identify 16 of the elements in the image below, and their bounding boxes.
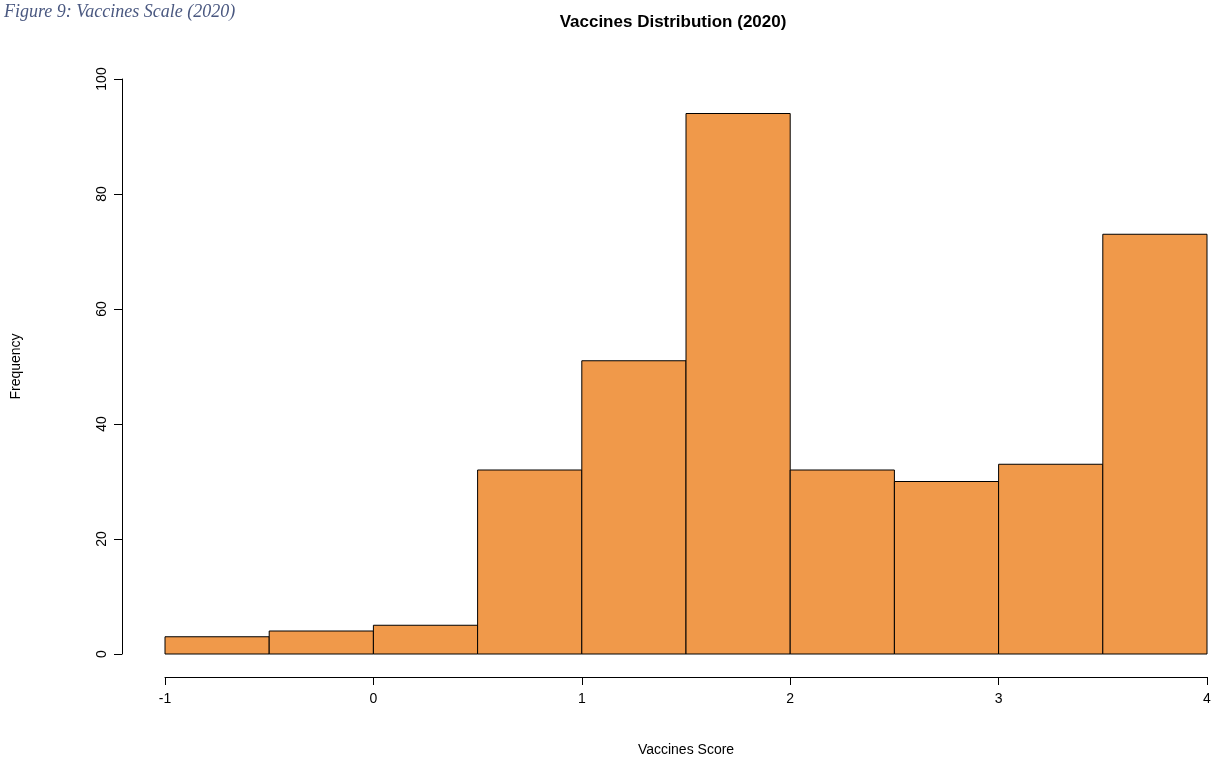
y-tick-label: 60: [93, 301, 109, 317]
y-tick-label: 20: [93, 531, 109, 547]
x-tick-label: 1: [577, 690, 586, 706]
x-axis-title: Vaccines Score: [637, 741, 735, 757]
chart-title: Vaccines Distribution (2020): [559, 12, 787, 31]
x-tick-label: 4: [1203, 690, 1212, 706]
y-tick-label: 0: [93, 649, 109, 658]
x-tick-label: -1: [158, 690, 172, 706]
y-tick-label: 100: [93, 67, 109, 91]
x-tick-label: 2: [786, 690, 795, 706]
y-tick-label: 40: [93, 416, 109, 432]
x-tick-label: 0: [369, 690, 378, 706]
y-tick-label: 80: [93, 186, 109, 202]
x-tick-label: 3: [994, 690, 1003, 706]
caption: Figure 9: Vaccines Scale (2020): [3, 1, 236, 22]
y-axis-title: Frequency: [7, 333, 23, 400]
